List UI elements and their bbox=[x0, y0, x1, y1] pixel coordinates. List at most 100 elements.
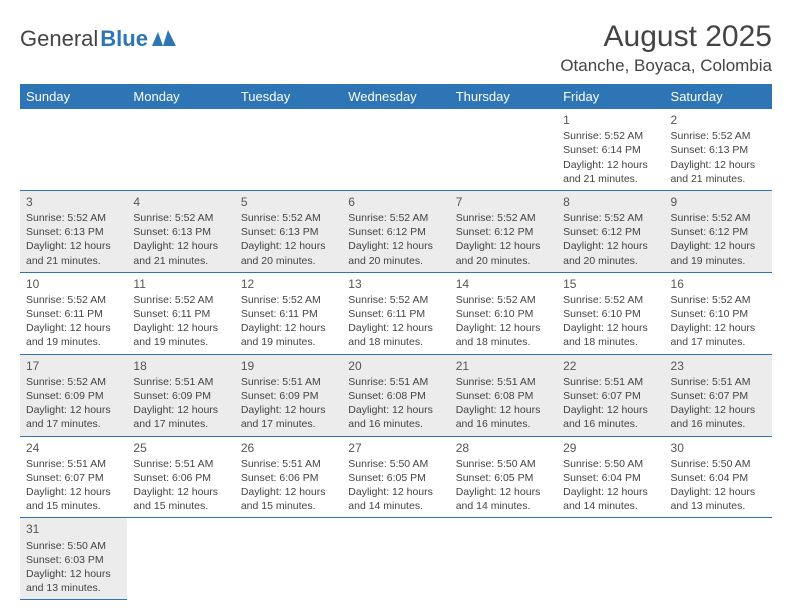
daylight-line: Daylight: 12 hours and 16 minutes. bbox=[456, 403, 551, 431]
daylight-line: Daylight: 12 hours and 14 minutes. bbox=[563, 485, 658, 513]
day-header: Tuesday bbox=[235, 84, 342, 109]
daylight-line: Daylight: 12 hours and 18 minutes. bbox=[348, 321, 443, 349]
sunset-line: Sunset: 6:12 PM bbox=[456, 225, 551, 239]
daylight-line: Daylight: 12 hours and 19 minutes. bbox=[671, 239, 766, 267]
daylight-line: Daylight: 12 hours and 13 minutes. bbox=[671, 485, 766, 513]
daylight-line: Daylight: 12 hours and 16 minutes. bbox=[348, 403, 443, 431]
sunset-line: Sunset: 6:09 PM bbox=[26, 389, 121, 403]
sunset-line: Sunset: 6:05 PM bbox=[348, 471, 443, 485]
sunset-line: Sunset: 6:13 PM bbox=[241, 225, 336, 239]
day-header-row: SundayMondayTuesdayWednesdayThursdayFrid… bbox=[20, 84, 772, 109]
calendar-cell-empty bbox=[450, 518, 557, 600]
sunrise-line: Sunrise: 5:51 AM bbox=[241, 375, 336, 389]
calendar-row: 31Sunrise: 5:50 AMSunset: 6:03 PMDayligh… bbox=[20, 518, 772, 600]
calendar-cell: 27Sunrise: 5:50 AMSunset: 6:05 PMDayligh… bbox=[342, 436, 449, 518]
daylight-line: Daylight: 12 hours and 18 minutes. bbox=[563, 321, 658, 349]
day-number: 27 bbox=[348, 440, 443, 456]
sunset-line: Sunset: 6:14 PM bbox=[563, 143, 658, 157]
calendar-cell: 7Sunrise: 5:52 AMSunset: 6:12 PMDaylight… bbox=[450, 190, 557, 272]
day-number: 17 bbox=[26, 358, 121, 374]
sunset-line: Sunset: 6:07 PM bbox=[671, 389, 766, 403]
day-header: Monday bbox=[127, 84, 234, 109]
calendar-row: 3Sunrise: 5:52 AMSunset: 6:13 PMDaylight… bbox=[20, 190, 772, 272]
daylight-line: Daylight: 12 hours and 17 minutes. bbox=[671, 321, 766, 349]
logo-text-1: General bbox=[20, 26, 98, 52]
day-number: 12 bbox=[241, 276, 336, 292]
day-number: 14 bbox=[456, 276, 551, 292]
daylight-line: Daylight: 12 hours and 19 minutes. bbox=[26, 321, 121, 349]
calendar-cell-empty bbox=[342, 109, 449, 190]
day-header: Thursday bbox=[450, 84, 557, 109]
calendar-cell: 11Sunrise: 5:52 AMSunset: 6:11 PMDayligh… bbox=[127, 272, 234, 354]
sunset-line: Sunset: 6:10 PM bbox=[456, 307, 551, 321]
day-number: 22 bbox=[563, 358, 658, 374]
calendar-cell: 4Sunrise: 5:52 AMSunset: 6:13 PMDaylight… bbox=[127, 190, 234, 272]
sunset-line: Sunset: 6:09 PM bbox=[133, 389, 228, 403]
sunset-line: Sunset: 6:04 PM bbox=[563, 471, 658, 485]
calendar-row: 10Sunrise: 5:52 AMSunset: 6:11 PMDayligh… bbox=[20, 272, 772, 354]
calendar-cell-empty bbox=[127, 518, 234, 600]
calendar-cell: 3Sunrise: 5:52 AMSunset: 6:13 PMDaylight… bbox=[20, 190, 127, 272]
page-title: August 2025 bbox=[560, 20, 772, 54]
sunset-line: Sunset: 6:13 PM bbox=[26, 225, 121, 239]
day-number: 26 bbox=[241, 440, 336, 456]
day-number: 16 bbox=[671, 276, 766, 292]
calendar-table: SundayMondayTuesdayWednesdayThursdayFrid… bbox=[20, 84, 772, 600]
day-number: 23 bbox=[671, 358, 766, 374]
sunrise-line: Sunrise: 5:52 AM bbox=[26, 375, 121, 389]
day-number: 4 bbox=[133, 194, 228, 210]
daylight-line: Daylight: 12 hours and 17 minutes. bbox=[241, 403, 336, 431]
day-number: 28 bbox=[456, 440, 551, 456]
daylight-line: Daylight: 12 hours and 20 minutes. bbox=[563, 239, 658, 267]
day-number: 9 bbox=[671, 194, 766, 210]
calendar-cell-empty bbox=[127, 109, 234, 190]
daylight-line: Daylight: 12 hours and 20 minutes. bbox=[348, 239, 443, 267]
sunset-line: Sunset: 6:07 PM bbox=[563, 389, 658, 403]
sunrise-line: Sunrise: 5:51 AM bbox=[241, 457, 336, 471]
daylight-line: Daylight: 12 hours and 20 minutes. bbox=[456, 239, 551, 267]
calendar-cell: 8Sunrise: 5:52 AMSunset: 6:12 PMDaylight… bbox=[557, 190, 664, 272]
daylight-line: Daylight: 12 hours and 13 minutes. bbox=[26, 567, 121, 595]
sunset-line: Sunset: 6:11 PM bbox=[26, 307, 121, 321]
logo-flag-icon bbox=[152, 30, 178, 48]
day-number: 18 bbox=[133, 358, 228, 374]
calendar-cell: 14Sunrise: 5:52 AMSunset: 6:10 PMDayligh… bbox=[450, 272, 557, 354]
day-number: 24 bbox=[26, 440, 121, 456]
sunrise-line: Sunrise: 5:52 AM bbox=[563, 211, 658, 225]
daylight-line: Daylight: 12 hours and 21 minutes. bbox=[671, 158, 766, 186]
sunrise-line: Sunrise: 5:50 AM bbox=[563, 457, 658, 471]
sunset-line: Sunset: 6:11 PM bbox=[133, 307, 228, 321]
sunset-line: Sunset: 6:07 PM bbox=[26, 471, 121, 485]
day-number: 21 bbox=[456, 358, 551, 374]
sunset-line: Sunset: 6:05 PM bbox=[456, 471, 551, 485]
calendar-cell: 29Sunrise: 5:50 AMSunset: 6:04 PMDayligh… bbox=[557, 436, 664, 518]
sunrise-line: Sunrise: 5:51 AM bbox=[671, 375, 766, 389]
calendar-cell: 9Sunrise: 5:52 AMSunset: 6:12 PMDaylight… bbox=[665, 190, 772, 272]
logo: GeneralBlue bbox=[20, 20, 178, 52]
sunrise-line: Sunrise: 5:51 AM bbox=[26, 457, 121, 471]
calendar-row: 17Sunrise: 5:52 AMSunset: 6:09 PMDayligh… bbox=[20, 354, 772, 436]
daylight-line: Daylight: 12 hours and 16 minutes. bbox=[671, 403, 766, 431]
sunrise-line: Sunrise: 5:50 AM bbox=[671, 457, 766, 471]
calendar-cell: 15Sunrise: 5:52 AMSunset: 6:10 PMDayligh… bbox=[557, 272, 664, 354]
calendar-cell-empty bbox=[235, 518, 342, 600]
sunrise-line: Sunrise: 5:52 AM bbox=[563, 293, 658, 307]
sunrise-line: Sunrise: 5:51 AM bbox=[563, 375, 658, 389]
sunset-line: Sunset: 6:13 PM bbox=[133, 225, 228, 239]
sunset-line: Sunset: 6:08 PM bbox=[348, 389, 443, 403]
calendar-cell-empty bbox=[557, 518, 664, 600]
sunset-line: Sunset: 6:11 PM bbox=[348, 307, 443, 321]
sunset-line: Sunset: 6:09 PM bbox=[241, 389, 336, 403]
day-header: Friday bbox=[557, 84, 664, 109]
calendar-cell-empty bbox=[665, 518, 772, 600]
calendar-cell: 18Sunrise: 5:51 AMSunset: 6:09 PMDayligh… bbox=[127, 354, 234, 436]
daylight-line: Daylight: 12 hours and 19 minutes. bbox=[241, 321, 336, 349]
calendar-cell: 24Sunrise: 5:51 AMSunset: 6:07 PMDayligh… bbox=[20, 436, 127, 518]
calendar-cell: 28Sunrise: 5:50 AMSunset: 6:05 PMDayligh… bbox=[450, 436, 557, 518]
daylight-line: Daylight: 12 hours and 17 minutes. bbox=[133, 403, 228, 431]
day-number: 29 bbox=[563, 440, 658, 456]
sunrise-line: Sunrise: 5:52 AM bbox=[133, 211, 228, 225]
day-number: 5 bbox=[241, 194, 336, 210]
day-number: 20 bbox=[348, 358, 443, 374]
day-number: 7 bbox=[456, 194, 551, 210]
